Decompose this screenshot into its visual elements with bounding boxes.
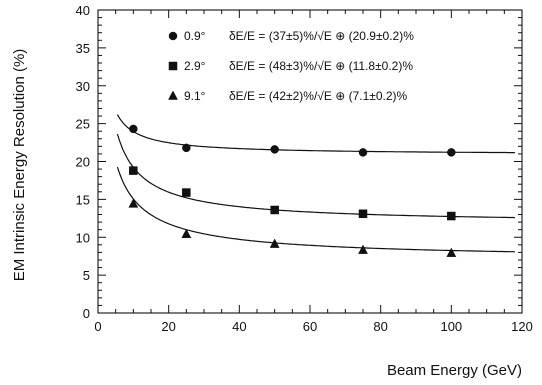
legend-formula-2-9: δE/E = (48±3)%/√E ⊕ (11.8±0.2)%: [229, 59, 413, 73]
x-tick-label: 20: [161, 319, 175, 334]
x-tick-label: 40: [232, 319, 246, 334]
data-point-0-9: [182, 143, 191, 153]
y-tick-label: 25: [76, 117, 90, 132]
legend-label-9-1: 9.1°: [184, 89, 206, 103]
data-points: [128, 124, 457, 257]
fit-curve-2-9: [116, 133, 515, 219]
data-point-0-9: [358, 148, 368, 157]
y-tick-label: 35: [76, 41, 90, 56]
legend-label-2-9: 2.9°: [184, 59, 206, 73]
legend-marker-9-1: [168, 90, 178, 100]
y-tick-label: 30: [76, 79, 90, 94]
data-point-0-9: [270, 145, 279, 154]
y-tick-label: 0: [83, 306, 90, 321]
y-tick-label: 20: [76, 155, 90, 170]
data-point-0-9: [447, 148, 456, 157]
legend-marker-2-9: [168, 61, 178, 71]
y-axis-label: EM Intrinsic Energy Resolution (%): [11, 49, 28, 282]
y-tick-label: 40: [76, 3, 90, 18]
y-tick-label: 10: [76, 230, 90, 245]
data-point-9-1: [128, 198, 139, 208]
y-tick-label: 5: [83, 268, 90, 283]
data-point-2-9: [358, 209, 368, 219]
fit-curve-0-9: [116, 114, 515, 154]
fit-curves: [116, 114, 515, 253]
x-tick-label: 100: [440, 319, 462, 334]
data-point-2-9: [129, 166, 138, 175]
data-point-2-9: [270, 205, 279, 215]
x-tick-label: 60: [303, 319, 317, 334]
plot-axes: [97, 9, 523, 314]
legend-label-0-9: 0.9°: [184, 29, 206, 43]
legend: 0.9° δE/E = (37±5)%/√E ⊕ (20.9±0.2)% 2.9° δ…: [168, 29, 414, 103]
legend-formula-0-9: δE/E = (37±5)%/√E ⊕ (20.9±0.2)%: [229, 29, 414, 43]
y-tick-label: 15: [76, 192, 90, 207]
x-axis-label: Beam Energy (GeV): [387, 362, 522, 379]
legend-formula-9-1: δE/E = (42±2)%/√E ⊕ (7.1±0.2)%: [229, 89, 408, 103]
data-point-2-9: [182, 188, 191, 197]
plot-frame: [97, 9, 523, 314]
fit-curve-9-1: [116, 166, 515, 253]
legend-marker-0-9: [168, 31, 178, 41]
x-tick-label: 120: [511, 319, 533, 334]
x-tick-label: 0: [94, 319, 101, 334]
axis-ticks: 0 20 40 60 80 100 120 0 5 10 15 20 25 30 35 40: [76, 3, 533, 334]
data-point-9-1: [358, 244, 368, 254]
data-point-9-1: [181, 228, 192, 238]
data-point-0-9: [129, 124, 138, 134]
data-point-2-9: [447, 211, 456, 221]
data-point-9-1: [269, 238, 280, 248]
x-tick-label: 80: [373, 319, 387, 334]
data-point-9-1: [446, 247, 457, 257]
